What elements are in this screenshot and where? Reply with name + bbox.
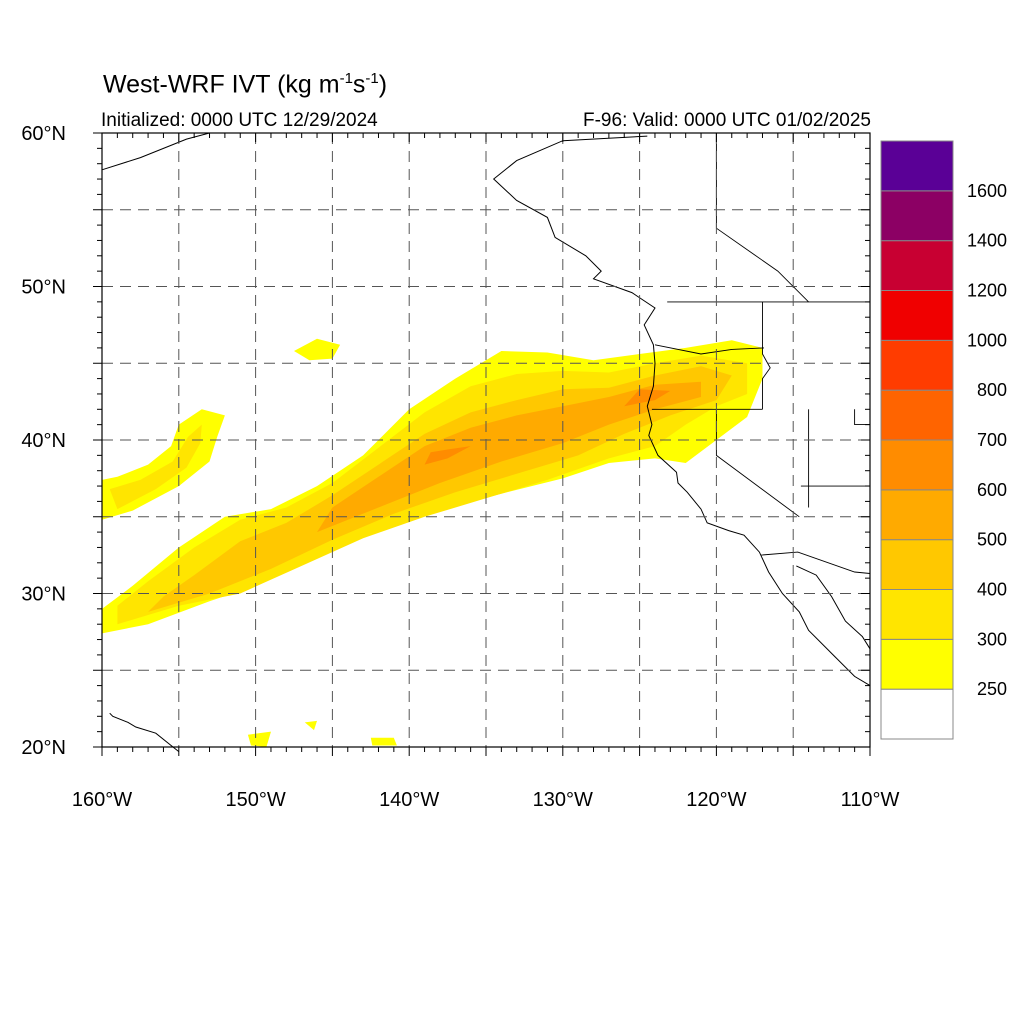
- colorbar-label: 800: [977, 380, 1007, 400]
- lat-tick-label: 60°N: [21, 123, 66, 145]
- colorbar-box: [880, 389, 954, 441]
- coastline-north-american-coast: [492, 135, 871, 687]
- colorbar-box: [880, 140, 954, 192]
- lat-tick-label: 30°N: [21, 584, 66, 606]
- ivt-band-hook-300: [109, 424, 202, 510]
- colorbar-label: 1000: [967, 330, 1007, 350]
- border-bc-ab-border: [715, 133, 809, 303]
- colorbar-label: 300: [977, 629, 1007, 649]
- colorbar-box: [880, 589, 954, 640]
- coastline-hawaii: [109, 712, 180, 752]
- border-us-mexico-border: [760, 551, 871, 574]
- colorbar-box: [880, 240, 954, 292]
- colorbar-box-below: [880, 688, 954, 740]
- coastline-gulf-of-california: [796, 565, 871, 650]
- initialized-time: Initialized: 0000 UTC 12/29/2024: [101, 110, 378, 131]
- ivt-band-blob-s1: [247, 731, 271, 747]
- lon-tick-label: 150°W: [225, 789, 285, 811]
- colorbar-box: [880, 539, 954, 591]
- colorbar-box: [880, 439, 954, 491]
- colorbar-box: [880, 489, 954, 541]
- coastline-alaska-coast: [101, 132, 210, 171]
- plot-title: West-WRF IVT (kg m-1s-1): [103, 70, 388, 99]
- colorbar-label: 1400: [967, 231, 1007, 251]
- ivt-band-ar-600b: [624, 389, 671, 407]
- colorbar-label: 600: [977, 480, 1007, 500]
- colorbar-label: 500: [977, 530, 1007, 550]
- lon-tick-label: 110°W: [841, 789, 900, 811]
- colorbar-box: [880, 638, 954, 690]
- border-id-border: [762, 301, 771, 410]
- colorbar-label: 1600: [967, 181, 1007, 201]
- ivt-band-blob-s2: [370, 737, 397, 746]
- ivt-band-ar-500: [317, 381, 701, 533]
- colorbar-box: [880, 339, 954, 391]
- lon-tick-label: 140°W: [379, 789, 439, 811]
- border-ut-border: [854, 409, 870, 426]
- colorbar-label: 700: [977, 430, 1007, 450]
- lat-tick-label: 20°N: [21, 737, 66, 759]
- colorbar-label: 1200: [967, 281, 1007, 301]
- colorbar-box: [880, 290, 954, 341]
- lon-tick-label: 160°W: [72, 789, 132, 811]
- ivt-band-blob-n: [294, 338, 341, 361]
- ivt-band-ar-600: [424, 446, 471, 465]
- lat-tick-label: 40°N: [21, 430, 66, 452]
- lon-tick-label: 120°W: [686, 789, 746, 811]
- valid-time: F-96: Valid: 0000 UTC 01/02/2025: [583, 110, 871, 131]
- lat-tick-label: 50°N: [21, 277, 66, 299]
- colorbar-label: 400: [977, 580, 1007, 600]
- lon-tick-label: 130°W: [533, 789, 593, 811]
- ivt-band-blob-s3: [304, 720, 317, 731]
- colorbar-label: 250: [977, 679, 1007, 699]
- colorbar-box: [880, 190, 954, 242]
